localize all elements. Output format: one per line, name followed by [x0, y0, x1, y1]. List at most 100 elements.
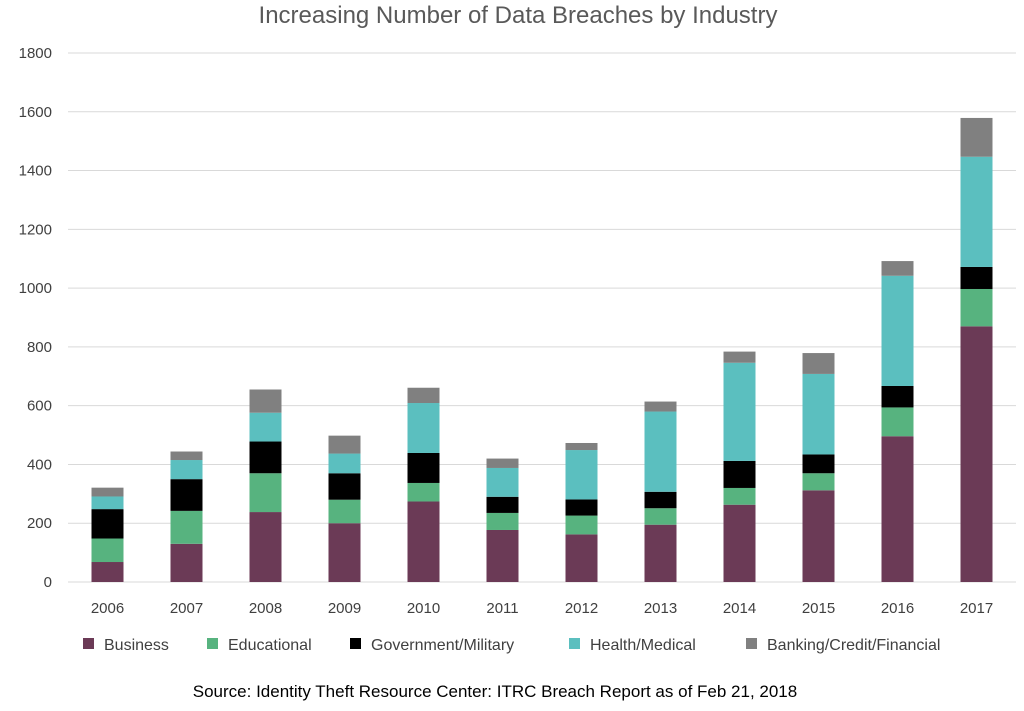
- legend-swatch: [569, 638, 580, 649]
- bar-2011-business: [486, 529, 519, 582]
- y-tick-label: 400: [27, 456, 52, 473]
- x-tick-label: 2013: [644, 600, 677, 617]
- bar-2013-banking-credit-financial: [644, 401, 677, 412]
- y-tick-label: 600: [27, 398, 52, 415]
- x-tick-label: 2016: [881, 600, 914, 617]
- x-tick-label: 2009: [328, 600, 361, 617]
- bar-2015-health-medical: [802, 373, 835, 455]
- bar-2013-educational: [644, 508, 677, 525]
- bar-2016-government-military: [881, 385, 914, 408]
- bar-2012-educational: [565, 515, 598, 535]
- bar-2013-government-military: [644, 491, 677, 509]
- bar-2017-business: [960, 326, 993, 582]
- y-axis-ticks: 0 200 400 600 800 1000 1200 1400 1600 1800: [19, 45, 52, 591]
- bar-2011-educational: [486, 512, 519, 530]
- bar-2017-health-medical: [960, 156, 993, 267]
- bar-2016-business: [881, 436, 914, 582]
- x-tick-label: 2011: [486, 600, 518, 617]
- bar-2009-educational: [328, 499, 361, 524]
- bar-2011-government-military: [486, 496, 519, 513]
- x-tick-label: 2010: [407, 600, 440, 617]
- bar-2010-government-military: [407, 452, 440, 483]
- x-tick-label: 2007: [170, 600, 203, 617]
- legend-swatch: [207, 638, 218, 649]
- bar-2017-government-military: [960, 266, 993, 289]
- bar-2007-banking-credit-financial: [170, 451, 203, 461]
- bar-2008-business: [249, 512, 282, 582]
- legend-label: Government/Military: [371, 637, 514, 654]
- bar-2007-educational: [170, 510, 203, 544]
- legend-swatch: [83, 638, 94, 649]
- bar-2008-health-medical: [249, 412, 282, 442]
- x-tick-label: 2014: [723, 600, 756, 617]
- source-note: Source: Identity Theft Resource Center: …: [193, 682, 797, 701]
- bar-2014-business: [723, 504, 756, 582]
- bar-2009-health-medical: [328, 453, 361, 474]
- y-tick-label: 1200: [19, 221, 52, 238]
- y-tick-label: 1000: [19, 280, 52, 297]
- gridlines: [68, 52, 1016, 583]
- bar-2015-government-military: [802, 454, 835, 474]
- bar-2012-banking-credit-financial: [565, 442, 598, 451]
- bar-2017-educational: [960, 288, 993, 327]
- x-tick-label: 2017: [960, 600, 993, 617]
- y-tick-label: 800: [27, 339, 52, 356]
- bar-2013-health-medical: [644, 411, 677, 492]
- bar-2014-health-medical: [723, 362, 756, 461]
- x-tick-label: 2015: [802, 600, 835, 617]
- bar-2016-educational: [881, 407, 914, 437]
- y-tick-label: 1400: [19, 163, 52, 180]
- bar-2013-business: [644, 524, 677, 582]
- bar-2012-government-military: [565, 499, 598, 516]
- bar-2012-health-medical: [565, 450, 598, 500]
- bar-2007-health-medical: [170, 460, 203, 480]
- chart-title: Increasing Number of Data Breaches by In…: [259, 2, 778, 29]
- bar-2006-banking-credit-financial: [91, 487, 124, 497]
- bar-2017-banking-credit-financial: [960, 117, 993, 157]
- bar-2008-educational: [249, 473, 282, 513]
- bar-2009-government-military: [328, 473, 361, 500]
- legend-swatch: [746, 638, 757, 649]
- legend-swatch: [350, 638, 361, 649]
- bar-2007-government-military: [170, 479, 203, 511]
- bar-2006-business: [91, 562, 124, 582]
- bar-2010-business: [407, 501, 440, 582]
- legend-label: Banking/Credit/Financial: [767, 637, 940, 654]
- bar-2014-banking-credit-financial: [723, 351, 756, 363]
- x-tick-label: 2006: [91, 600, 124, 617]
- bar-2010-health-medical: [407, 403, 440, 453]
- bar-2009-banking-credit-financial: [328, 435, 361, 454]
- bar-2011-banking-credit-financial: [486, 458, 519, 468]
- bar-2007-business: [170, 543, 203, 582]
- y-tick-label: 0: [44, 574, 52, 591]
- bar-2014-government-military: [723, 460, 756, 488]
- x-tick-label: 2012: [565, 600, 598, 617]
- bar-2016-banking-credit-financial: [881, 261, 914, 276]
- bar-2015-business: [802, 490, 835, 582]
- bar-2014-educational: [723, 487, 756, 505]
- legend: Business Educational Government/Military He…: [83, 637, 940, 654]
- bar-2010-banking-credit-financial: [407, 387, 440, 404]
- bar-2010-educational: [407, 482, 440, 502]
- legend-label: Educational: [228, 637, 312, 654]
- bar-2006-health-medical: [91, 496, 124, 510]
- x-axis-ticks: 2006 2007 2008 2009 2010 2011 2012 2013 2014 2015…: [91, 600, 993, 617]
- bar-2008-government-military: [249, 441, 282, 474]
- y-tick-label: 200: [27, 515, 52, 532]
- bar-2006-government-military: [91, 509, 124, 539]
- bar-2015-banking-credit-financial: [802, 353, 835, 374]
- bar-2011-health-medical: [486, 467, 519, 497]
- x-tick-label: 2008: [249, 600, 282, 617]
- legend-label: Business: [104, 637, 169, 654]
- bar-2009-business: [328, 523, 361, 582]
- bar-2006-educational: [91, 538, 124, 563]
- bar-2008-banking-credit-financial: [249, 389, 282, 413]
- bars: [91, 117, 993, 582]
- bar-2015-educational: [802, 473, 835, 491]
- bar-2016-health-medical: [881, 275, 914, 386]
- legend-label: Health/Medical: [590, 637, 696, 654]
- bar-2012-business: [565, 534, 598, 582]
- y-tick-label: 1800: [19, 45, 52, 62]
- y-tick-label: 1600: [19, 104, 52, 121]
